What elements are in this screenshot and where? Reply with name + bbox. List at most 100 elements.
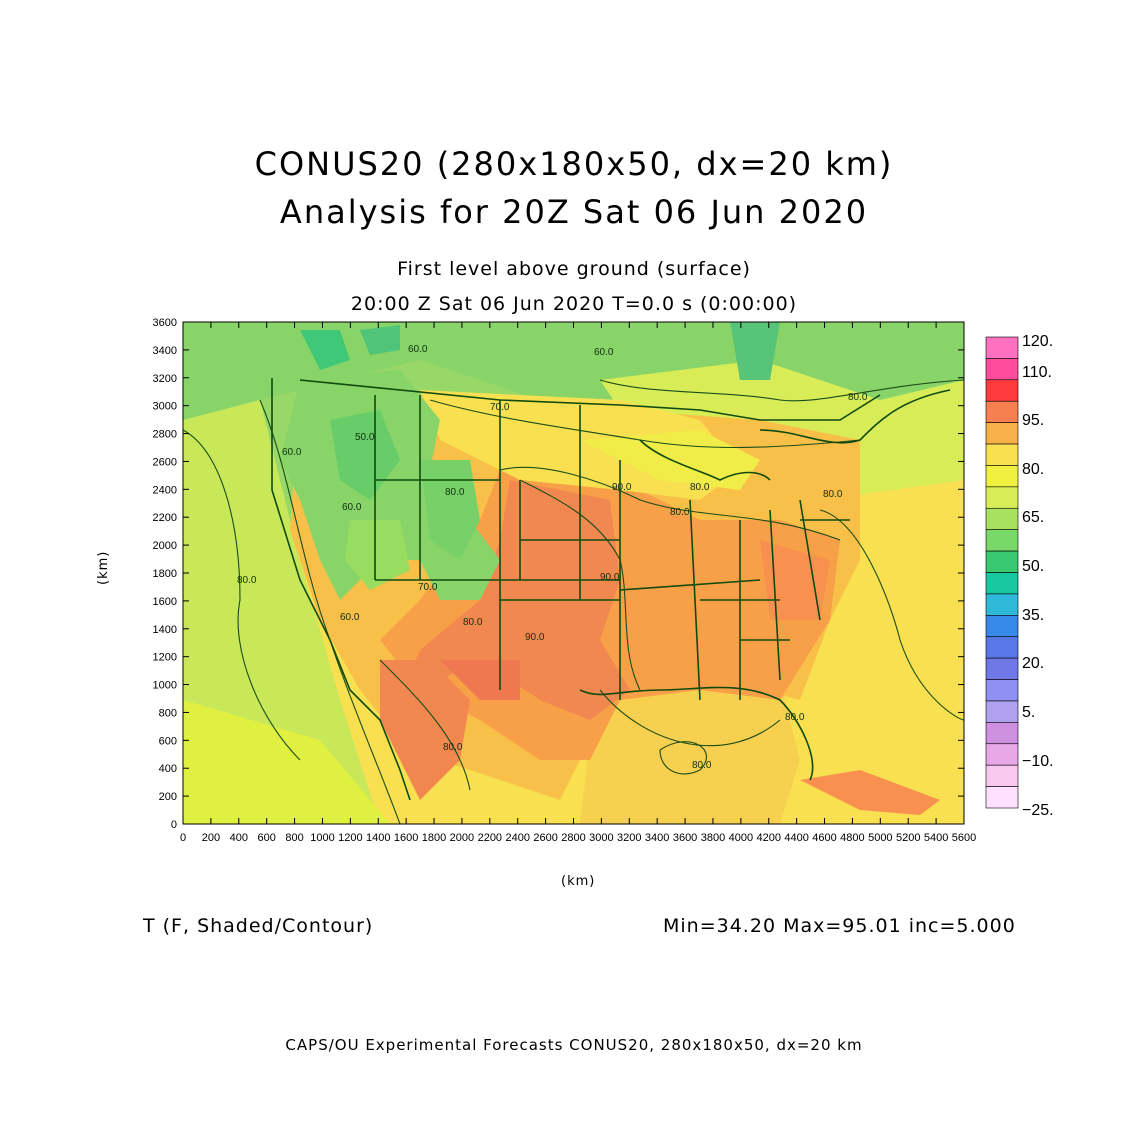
x-tick-label: 4600: [812, 832, 836, 844]
y-tick-label: 600: [159, 735, 177, 747]
contour-label: 80.0: [463, 617, 483, 628]
x-tick-label: 3800: [701, 832, 725, 844]
level-label: First level above ground (surface): [397, 258, 751, 280]
contour-label: 80.0: [692, 760, 712, 771]
x-tick-label: 5000: [868, 832, 892, 844]
y-tick-label: 800: [159, 707, 177, 719]
x-tick-label: 1400: [366, 832, 390, 844]
colorbar-label: 110.: [1022, 364, 1052, 381]
colorbar-label: 50.: [1022, 558, 1044, 575]
colorbar-swatch: [985, 550, 1019, 573]
contour-label: 80.0: [785, 712, 805, 723]
y-tick-label: 200: [159, 791, 177, 803]
contour-label: 90.0: [600, 572, 620, 583]
colorbar-swatch: [985, 400, 1019, 423]
x-tick-label: 3600: [673, 832, 697, 844]
colorbar-label: 65.: [1022, 509, 1044, 526]
y-axis-label: (km): [96, 550, 111, 585]
colorbar-swatch: [985, 636, 1019, 659]
shaded-field: [183, 322, 964, 824]
x-axis-label: (km): [561, 874, 596, 889]
colorbar-swatch: [985, 529, 1019, 552]
x-tick-label: 200: [202, 832, 220, 844]
y-tick-label: 2400: [153, 484, 177, 496]
y-tick-label: 3600: [153, 317, 177, 329]
x-tick-label: 5400: [924, 832, 948, 844]
time-label: 20:00 Z Sat 06 Jun 2020 T=0.0 s (0:00:00…: [350, 293, 798, 315]
contour-label: 80.0: [690, 482, 710, 493]
field-label: T (F, Shaded/Contour): [143, 915, 374, 937]
y-tick-label: 1600: [153, 596, 177, 608]
y-tick-label: 3000: [153, 401, 177, 413]
colorbar-label: 35.: [1022, 607, 1044, 624]
contour-label: 60.0: [282, 447, 302, 458]
x-tick-label: 1200: [338, 832, 362, 844]
y-tick-label: 1400: [153, 624, 177, 636]
x-axis: 0 200 400 600 800 1000 1200 1400 1600 1800 2000 220…: [180, 322, 976, 844]
colorbar-swatch: [985, 722, 1019, 745]
colorbar-label: 95.: [1022, 412, 1044, 429]
x-tick-label: 400: [230, 832, 248, 844]
field-stats: Min=34.20 Max=95.01 inc=5.000: [663, 915, 1016, 937]
x-tick-label: 600: [257, 832, 275, 844]
colorbar-swatch: [985, 422, 1019, 445]
contour-label: 90.0: [525, 632, 545, 643]
x-tick-label: 3400: [645, 832, 669, 844]
y-tick-label: 400: [159, 763, 177, 775]
colorbar-label: 120.: [1022, 333, 1053, 350]
contour-label: 60.0: [342, 502, 362, 513]
y-tick-label: 3200: [153, 373, 177, 385]
x-tick-label: 800: [285, 832, 303, 844]
x-tick-label: 0: [180, 832, 186, 844]
contour-label: 70.0: [418, 582, 438, 593]
x-tick-label: 2800: [561, 832, 585, 844]
contour-label: 60.0: [408, 344, 428, 355]
x-tick-label: 2600: [533, 832, 557, 844]
colorbar-swatch: [985, 465, 1019, 488]
contour-label: 60.0: [340, 612, 360, 623]
y-tick-label: 1200: [153, 652, 177, 664]
colorbar: 120. 110. 95. 80. 65. 50. 35. 20. 5. −10. −25.: [985, 333, 1054, 819]
colorbar-swatch: [985, 700, 1019, 723]
colorbar-swatch: [985, 786, 1019, 809]
x-tick-label: 4000: [729, 832, 753, 844]
x-tick-label: 2200: [478, 832, 502, 844]
x-tick-label: 4800: [840, 832, 864, 844]
colorbar-swatch: [985, 743, 1019, 766]
y-tick-label: 2000: [153, 540, 177, 552]
contour-label: 80.0: [237, 575, 257, 586]
contour-label: 80.0: [443, 742, 463, 753]
x-tick-label: 5600: [952, 832, 976, 844]
colorbar-swatch: [985, 486, 1019, 509]
colorbar-swatch: [985, 764, 1019, 787]
title-line-2: Analysis for 20Z Sat 06 Jun 2020: [279, 193, 869, 231]
colorbar-label: 20.: [1022, 655, 1044, 672]
contour-label: 80.0: [823, 489, 843, 500]
contour-label: 80.0: [445, 487, 465, 498]
y-tick-label: 1800: [153, 568, 177, 580]
colorbar-swatch: [985, 615, 1019, 638]
contour-lines: [183, 379, 964, 824]
contour-label: 80.0: [670, 507, 690, 518]
colorbar-swatch: [985, 379, 1019, 402]
contour-label: 60.0: [594, 347, 614, 358]
x-tick-label: 3000: [589, 832, 613, 844]
colorbar-label: −25.: [1022, 802, 1054, 819]
x-tick-label: 4400: [784, 832, 808, 844]
colorbar-swatch: [985, 657, 1019, 680]
colorbar-label: 80.: [1022, 461, 1044, 478]
contour-label: 90.0: [612, 482, 632, 493]
contour-label: 50.0: [355, 432, 375, 443]
y-tick-label: 2800: [153, 429, 177, 441]
x-tick-label: 1600: [394, 832, 418, 844]
colorbar-label: 5.: [1022, 704, 1035, 721]
y-axis: 0 200 400 600 800 1000 1200 1400 1600 1800 2000 220…: [153, 317, 964, 831]
colorbar-swatch: [985, 443, 1019, 466]
colorbar-label: −10.: [1022, 753, 1054, 770]
y-tick-label: 3400: [153, 345, 177, 357]
colorbar-swatch: [985, 358, 1019, 381]
x-tick-label: 1000: [310, 832, 334, 844]
contour-label: 80.0: [848, 392, 868, 403]
x-tick-label: 1800: [422, 832, 446, 844]
